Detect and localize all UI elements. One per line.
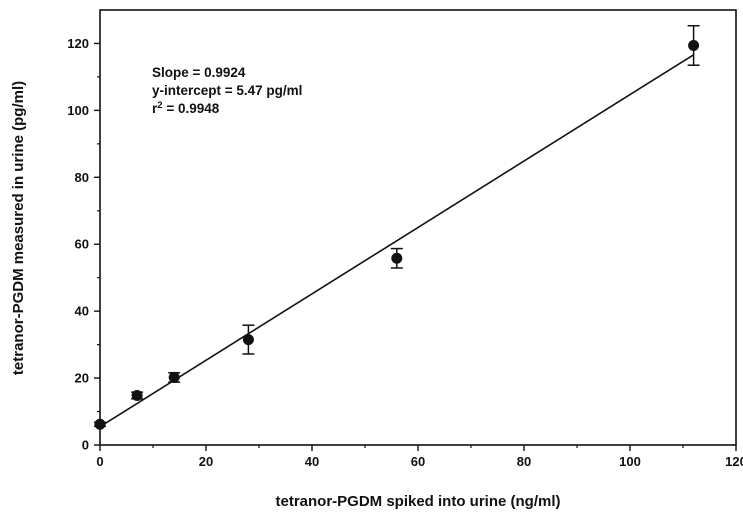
data-marker: [131, 389, 143, 401]
y-tick-label: 120: [67, 36, 89, 51]
r-squared-annotation: r2 = 0.9948: [152, 100, 220, 116]
x-axis-label: tetranor-PGDM spiked into urine (ng/ml): [275, 493, 560, 510]
data-points: [94, 24, 700, 430]
y-tick-label: 0: [82, 438, 89, 453]
x-tick-label: 80: [517, 454, 531, 469]
data-point: [94, 418, 106, 430]
y-tick-label: 100: [67, 103, 89, 118]
x-tick-label: 20: [199, 454, 213, 469]
data-marker: [242, 334, 254, 346]
x-tick-label: 40: [305, 454, 319, 469]
data-point: [168, 371, 181, 383]
intercept-annotation: y-intercept = 5.47 pg/ml: [152, 83, 302, 98]
data-point: [687, 24, 700, 66]
x-tick-label: 120: [725, 454, 743, 469]
axis-ticks: 0 20 40 60 80 100 120 0 20 40 60 80 100 120: [67, 36, 743, 469]
x-tick-label: 100: [619, 454, 641, 469]
y-axis-label: tetranor-PGDM measured in urine (pg/ml): [10, 81, 27, 375]
r-squared-exponent: 2: [157, 100, 162, 111]
regression-line: [99, 54, 695, 428]
data-marker: [94, 418, 106, 430]
slope-annotation: Slope = 0.9924: [152, 65, 246, 80]
y-tick-label: 40: [75, 304, 89, 319]
x-tick-label: 60: [411, 454, 425, 469]
data-point: [131, 389, 144, 401]
r-squared-prefix: r: [152, 101, 158, 116]
y-tick-label: 20: [75, 371, 89, 386]
data-point: [390, 247, 403, 269]
x-tick-label: 0: [96, 454, 103, 469]
data-marker: [688, 39, 700, 51]
y-tick-label: 60: [75, 237, 89, 252]
y-tick-label: 80: [75, 170, 89, 185]
data-marker: [168, 371, 180, 383]
r-squared-value: = 0.9948: [163, 101, 220, 116]
data-marker: [391, 252, 403, 264]
data-point: [242, 324, 255, 355]
